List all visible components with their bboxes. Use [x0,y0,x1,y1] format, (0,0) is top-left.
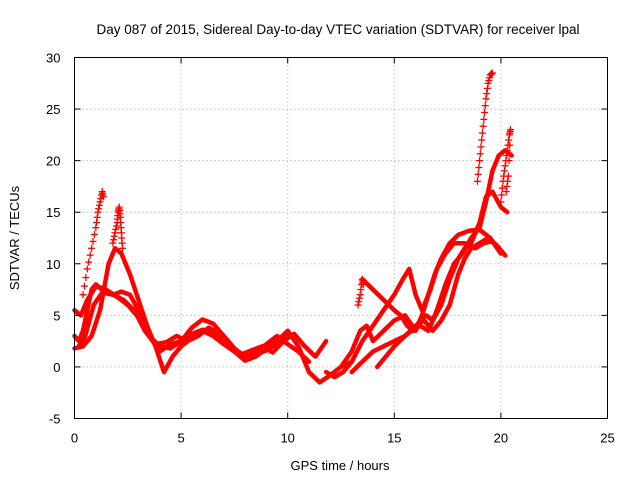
spike-5 [354,275,367,309]
x-tick-label: 5 [177,431,184,446]
y-tick-labels: -5 0 5 10 15 20 25 30 [46,51,60,427]
y-tick-label: 15 [46,205,60,220]
x-tick-label: 20 [494,431,508,446]
series-6-trace [323,238,504,380]
y-tick-label: 5 [53,308,60,323]
y-tick-label: 30 [46,51,60,66]
spike-4 [497,126,514,206]
spike-3 [473,69,496,185]
x-tick-labels: 0 5 10 15 20 25 [71,431,615,446]
spike-layer [79,69,514,309]
spike-1 [79,188,107,299]
series-layer [72,148,514,385]
axis-ticks [74,57,608,419]
spike-2 [109,203,126,252]
series-9-trace [374,235,508,370]
series-4-trace [76,290,329,359]
x-tick-label: 15 [387,431,401,446]
x-tick-label: 0 [71,431,78,446]
series-7-trace [349,148,514,375]
series-5-trace [338,227,504,370]
x-tick-label: 25 [600,431,614,446]
y-tick-label: 25 [46,102,60,117]
y-tick-label: 20 [46,154,60,169]
y-tick-label: 10 [46,257,60,272]
chart-title: Day 087 of 2015, Sidereal Day-to-day VTE… [97,22,580,37]
x-tick-label: 10 [280,431,294,446]
series-8-trace [360,189,510,334]
x-axis-label: GPS time / hours [291,458,390,473]
y-tick-label: -5 [49,412,61,427]
plot-frame [74,57,608,419]
y-axis-label: SDTVAR / TECUs [7,185,22,290]
y-tick-label: 0 [53,360,60,375]
